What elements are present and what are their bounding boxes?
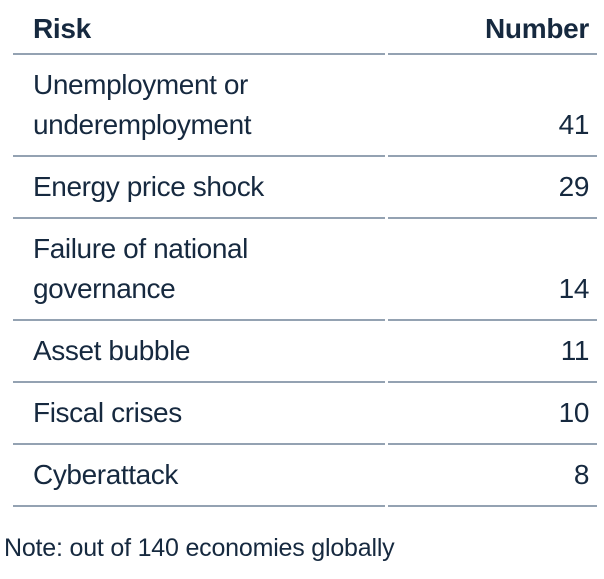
risk-cell: Unemployment or underemployment — [13, 55, 385, 157]
risk-cell: Failure of national governance — [13, 219, 385, 321]
risk-cell: Asset bubble — [13, 321, 385, 383]
table-row: Energy price shock 29 — [13, 157, 597, 219]
table-row: Cyberattack 8 — [13, 445, 597, 507]
number-cell: 41 — [388, 55, 597, 157]
number-cell: 10 — [388, 383, 597, 445]
footnote: Note: out of 140 economies globally — [4, 534, 395, 562]
risk-column-header: Risk — [13, 0, 385, 55]
table-row: Unemployment or underemployment 41 — [13, 55, 597, 157]
number-cell: 11 — [388, 321, 597, 383]
number-cell: 8 — [388, 445, 597, 507]
risk-table: Risk Number Unemployment or underemploym… — [13, 0, 597, 507]
risk-cell: Cyberattack — [13, 445, 385, 507]
number-column-header: Number — [388, 0, 597, 55]
risk-cell: Fiscal crises — [13, 383, 385, 445]
table-header-row: Risk Number — [13, 0, 597, 55]
table-row: Asset bubble 11 — [13, 321, 597, 383]
table-row: Failure of national governance 14 — [13, 219, 597, 321]
number-cell: 14 — [388, 219, 597, 321]
number-cell: 29 — [388, 157, 597, 219]
risk-cell: Energy price shock — [13, 157, 385, 219]
table-row: Fiscal crises 10 — [13, 383, 597, 445]
